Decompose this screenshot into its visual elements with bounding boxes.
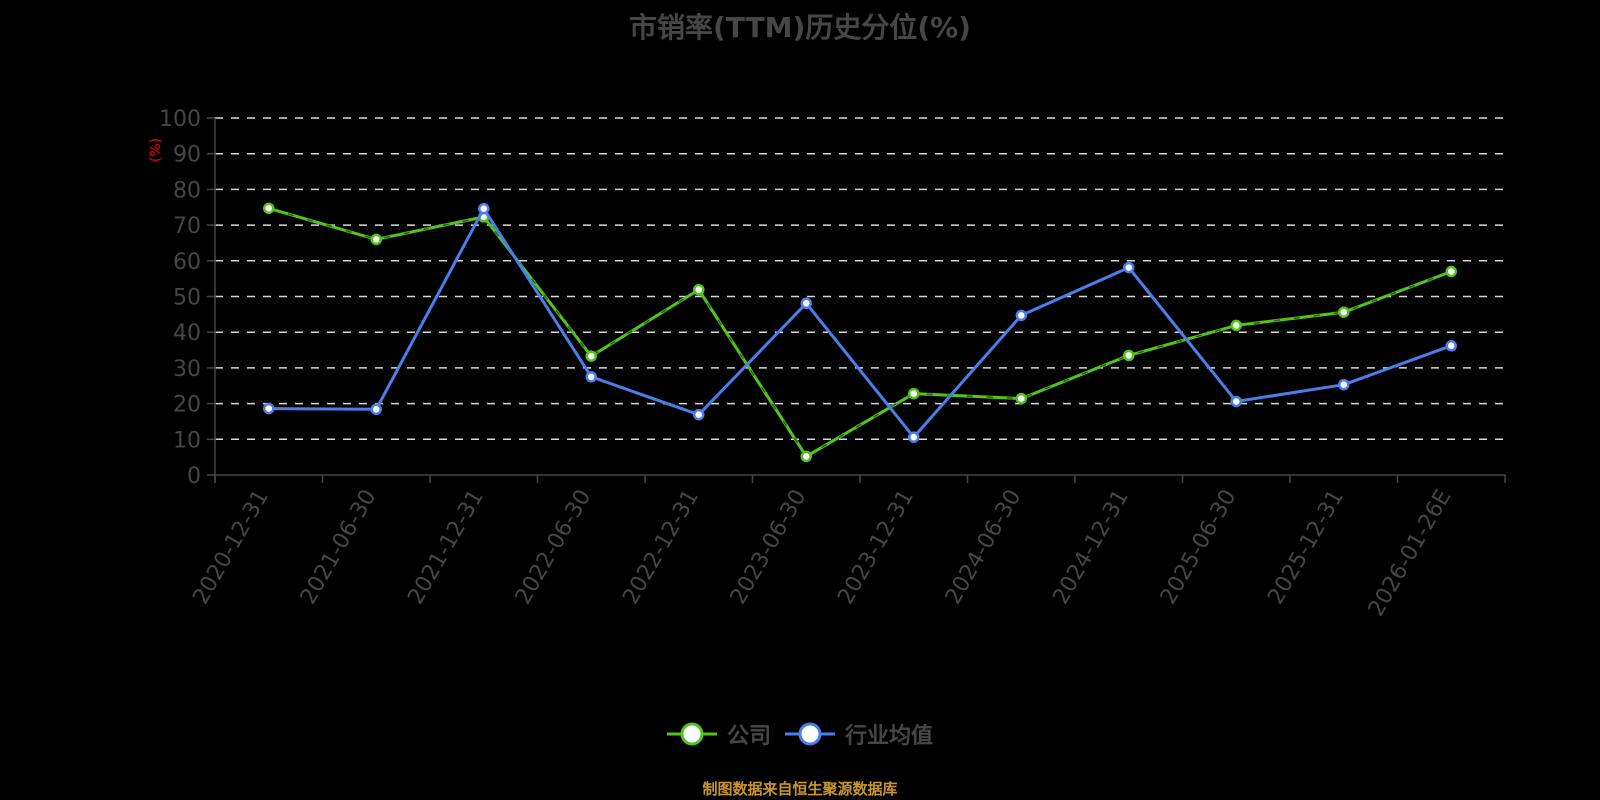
industry-data-point[interactable] [478,202,490,215]
industry-line [268,207,1452,439]
y-tick-label: 40 [173,321,201,346]
legend-item-company[interactable]: 公司 [666,718,771,750]
company-data-point[interactable] [1123,349,1135,362]
legend-label-company: 公司 [726,724,771,749]
y-axis-ticks: 0 10 20 30 40 50 60 70 80 90 100 [159,107,201,489]
y-tick-label: 20 [173,393,201,418]
company-data-point[interactable] [693,283,705,296]
legend-industry-marker-icon [785,722,835,746]
x-tick-label: 2024-12-31 [1048,486,1134,609]
x-tick-label: 2022-12-31 [618,486,704,609]
data-source-footer: 制图数据来自恒生聚源数据库 [702,780,898,798]
company-data-point[interactable] [1445,265,1457,278]
company-data-point[interactable] [1338,306,1350,318]
x-tick-label: 2021-12-31 [403,486,489,609]
x-tick-label: 2023-06-30 [726,486,812,609]
company-data-point[interactable] [585,350,597,362]
x-tick-label: 2021-06-30 [296,486,382,609]
industry-data-point[interactable] [585,371,597,383]
y-tick-label: 100 [159,107,201,132]
y-tick-label: 30 [173,357,201,382]
legend-company-marker-icon [666,722,717,746]
industry-data-point[interactable] [1230,395,1242,408]
company-data-point[interactable] [370,233,382,246]
industry-data-point[interactable] [908,431,920,443]
y-tick-label: 80 [173,178,201,203]
axes [207,117,1506,483]
x-axis-ticks: 2020-12-31 2021-06-30 2021-12-31 2022-06-30… [188,486,1456,621]
x-tick-label: 2020-12-31 [188,486,274,609]
industry-data-point[interactable] [370,403,382,416]
company-estimate-dash [268,207,1452,458]
company-data-point[interactable] [1230,319,1242,332]
company-data-point[interactable] [1015,392,1027,405]
industry-data-point[interactable] [1338,378,1350,391]
series-lines [263,202,1457,463]
industry-data-point[interactable] [263,402,275,415]
company-data-point[interactable] [800,450,812,463]
x-tick-label: 2022-06-30 [511,486,597,609]
industry-data-point[interactable] [693,408,705,421]
y-tick-label: 60 [173,250,201,275]
y-tick-label: 50 [173,286,201,311]
x-tick-label: 2025-06-30 [1156,486,1242,609]
x-tick-label: 2024-06-30 [941,486,1027,609]
y-tick-label: 10 [173,428,201,453]
industry-data-point[interactable] [1123,261,1135,274]
company-data-point[interactable] [263,202,275,215]
company-data-point[interactable] [908,387,920,400]
y-tick-label: 0 [187,464,201,489]
legend-item-industry[interactable]: 行业均值 [785,718,933,750]
chart-title: 市销率(TTM)历史分位(%) [629,11,971,44]
legend: 公司 行业均值 [0,718,1600,750]
x-tick-label: 2026-01-26E [1364,486,1457,621]
legend-label-industry: 行业均值 [845,724,934,749]
industry-data-point[interactable] [1445,340,1457,352]
y-tick-label: 70 [173,214,201,239]
industry-data-point[interactable] [1015,309,1027,322]
y-tick-label: 90 [173,143,201,168]
industry-data-point[interactable] [800,297,812,310]
x-tick-label: 2023-12-31 [833,486,919,609]
x-tick-label: 2025-12-31 [1263,486,1349,609]
